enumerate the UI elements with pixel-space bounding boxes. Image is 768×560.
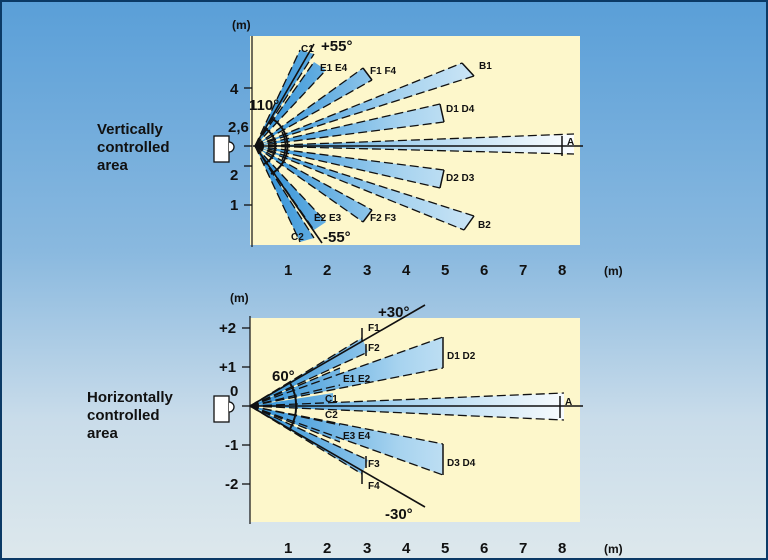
top-sensor-lens [228, 141, 235, 153]
bottom-x-tick-5: 5 [441, 540, 449, 557]
top-area-title-line2: controlled [97, 139, 170, 156]
bottom-x-tick-8: 8 [558, 540, 566, 557]
top-y-unit: (m) [232, 18, 251, 32]
top-beam-f1f4 [255, 68, 372, 146]
bottom-x-tick-2: 2 [323, 540, 331, 557]
bottom-label-c1: C1 [325, 394, 338, 405]
bottom-label-e3e4: E3 E4 [343, 431, 371, 442]
top-x-tick-4: 4 [402, 262, 411, 279]
bottom-label-c2: C2 [325, 410, 338, 421]
top-angle-total: 110° [249, 97, 279, 114]
bottom-angle-lower: -30° [385, 506, 413, 523]
bottom-area-title-line3: area [87, 425, 118, 442]
top-label-f1f4: F1 F4 [370, 66, 397, 77]
top-beam-b1 [255, 63, 474, 146]
bottom-angle-total: 60° [272, 368, 295, 385]
top-label-a: A [567, 137, 574, 148]
bottom-angle-upper: +30° [378, 304, 409, 321]
top-beam-f2f3 [255, 146, 372, 222]
bottom-dashed-edges [249, 336, 565, 476]
top-label-f2f3: F2 F3 [370, 213, 397, 224]
bottom-label-f2: F2 [368, 343, 380, 354]
bottom-angle-line-lower [249, 405, 426, 508]
top-label-e1e4: E1 E4 [320, 63, 348, 74]
bottom-label-e1e2: E1 E2 [343, 374, 371, 385]
bottom-angle-arc [289, 382, 298, 430]
top-angle-upper: +55° [321, 38, 352, 55]
top-beam-a [255, 134, 574, 154]
top-angle-arc-small [281, 131, 287, 161]
top-label-d1d4: D1 D4 [446, 104, 475, 115]
bottom-area-title-line2: controlled [87, 407, 160, 424]
top-angle-lower: -55° [323, 229, 351, 246]
bottom-label-d1d2: D1 D2 [447, 351, 476, 362]
top-y-tick-1: 1 [230, 197, 238, 214]
top-angle-arc-inner [263, 127, 277, 165]
top-area-title-line1: Vertically [97, 121, 163, 138]
bottom-angle-line-upper [249, 304, 426, 407]
top-label-e2e3: E2 E3 [314, 213, 342, 224]
bottom-label-f3: F3 [368, 459, 380, 470]
top-beam-e2e3 [255, 146, 326, 230]
bottom-x-unit: (m) [604, 542, 623, 556]
top-panel: 4 2,6 2 1 (m) 1 2 3 4 5 6 7 8 (m) +55° -… [213, 18, 623, 279]
top-x-tick-8: 8 [558, 262, 566, 279]
top-y-tick-2-6: 2,6 [228, 119, 249, 136]
top-label-b1: B1 [479, 61, 492, 72]
top-sensor [213, 135, 230, 163]
bottom-beam-ends [361, 328, 561, 484]
top-x-tick-3: 3 [363, 262, 371, 279]
top-x-tick-1: 1 [284, 262, 292, 279]
top-dashed-edges [254, 49, 575, 243]
top-area-title-line3: area [97, 157, 128, 174]
top-beam-labels: A B1 B2 C1 C2 D1 D4 D2 D3 E1 E4 E2 E3 F1… [291, 44, 574, 243]
bottom-label-a: A [565, 397, 572, 408]
bottom-y-tick-plus1: +1 [219, 359, 236, 376]
bottom-x-tick-3: 3 [363, 540, 371, 557]
bottom-beam-labels: A C1 C2 D1 D2 D3 D4 E1 E2 E3 E4 F1 F2 F3… [325, 323, 572, 492]
bottom-y-tick-minus1: -1 [225, 437, 238, 454]
top-angle-arc [270, 117, 289, 175]
top-x-unit: (m) [604, 264, 623, 278]
bottom-x-tick-7: 7 [519, 540, 527, 557]
bottom-x-tick-1: 1 [284, 540, 292, 557]
bottom-x-ticks: 1 2 3 4 5 6 7 8 [284, 540, 566, 557]
top-label-d2d3: D2 D3 [446, 173, 475, 184]
top-label-b2: B2 [478, 220, 491, 231]
top-x-tick-5: 5 [441, 262, 449, 279]
top-x-ticks: 1 2 3 4 5 6 7 8 [284, 262, 566, 279]
bottom-y-tick-plus2: +2 [219, 320, 236, 337]
bottom-label-d3d4: D3 D4 [447, 458, 476, 469]
bottom-y-tick-0: 0 [230, 383, 238, 400]
top-label-c2: C2 [291, 232, 304, 243]
bottom-panel: +2 +1 0 -1 -2 (m) 1 2 3 4 5 6 7 8 (m) +3… [213, 291, 623, 557]
bottom-label-f4: F4 [368, 481, 380, 492]
top-beam-ends [362, 62, 563, 231]
top-y-tick-4: 4 [230, 81, 239, 98]
top-x-tick-2: 2 [323, 262, 331, 279]
bottom-y-unit: (m) [230, 291, 249, 305]
bottom-label-f1: F1 [368, 323, 380, 334]
bottom-area-title-line1: Horizontally [87, 389, 173, 406]
top-x-tick-7: 7 [519, 262, 527, 279]
bottom-y-tick-minus2: -2 [225, 476, 238, 493]
top-label-c1: C1 [301, 44, 314, 55]
top-y-tick-2: 2 [230, 167, 238, 184]
top-beam-e1e4 [255, 62, 326, 146]
top-area-title: Vertically controlled area [97, 121, 170, 175]
bottom-x-tick-4: 4 [402, 540, 411, 557]
bottom-sensor-lens [228, 401, 235, 413]
bottom-x-tick-6: 6 [480, 540, 488, 557]
bottom-area-title: Horizontally controlled area [87, 389, 173, 443]
top-beam-b2 [255, 146, 474, 230]
bottom-sensor [213, 395, 230, 423]
top-x-tick-6: 6 [480, 262, 488, 279]
